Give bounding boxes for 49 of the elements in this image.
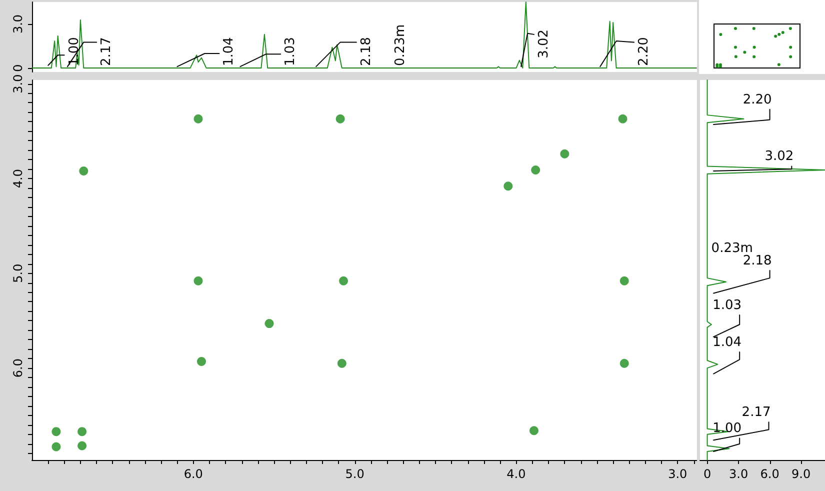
y-tick-label: 6.0 — [11, 358, 25, 378]
annotation: 1.03 — [712, 298, 742, 314]
annotation: 2.18 — [358, 37, 374, 66]
x-tick-label: 5.0 — [345, 467, 364, 481]
x-tick-label: 3.0 — [668, 467, 688, 481]
y-tick-label: 4.0 — [11, 169, 25, 188]
annotation: 1.00 — [66, 37, 82, 66]
point — [264, 319, 274, 328]
annotation: 0.23m — [392, 24, 408, 66]
annotation: 2.18 — [742, 253, 772, 268]
point — [529, 426, 538, 436]
annotation: 1.03 — [283, 37, 298, 66]
annotation: 2.17 — [742, 405, 771, 420]
point — [504, 182, 513, 191]
annotation: 3.02 — [536, 29, 552, 58]
annotation: 2.20 — [636, 37, 652, 66]
point — [78, 427, 87, 436]
point — [620, 358, 629, 368]
point — [194, 114, 203, 124]
y-tick-label: 0 — [11, 64, 25, 72]
x-tick-label: 0 — [703, 467, 712, 481]
x-tick-label: 4.0 — [506, 467, 526, 481]
y-tick-label: 3.0 — [11, 74, 25, 94]
annotation: 2.17 — [99, 37, 114, 66]
x-tick-label: 9.0 — [791, 467, 811, 481]
point — [52, 442, 61, 452]
point — [78, 441, 87, 450]
point — [620, 276, 629, 286]
x-tick-label: 6.0 — [184, 467, 203, 481]
annotation: 1.04 — [222, 37, 237, 66]
annotation: 2.20 — [742, 92, 772, 108]
point — [336, 114, 345, 124]
annotation: 1.04 — [712, 334, 742, 350]
line-series — [32, 2, 697, 69]
y-tick-label: 5.0 — [11, 264, 25, 283]
point — [339, 276, 348, 286]
annotation: 1.00 — [712, 421, 742, 436]
point — [79, 166, 88, 176]
point — [531, 166, 540, 175]
point — [194, 276, 203, 286]
point — [618, 114, 628, 124]
x-tick-label: 6.0 — [760, 467, 780, 481]
x-tick-label: 3.0 — [728, 467, 748, 481]
annotation: 3.02 — [764, 149, 794, 164]
point — [337, 358, 346, 368]
point — [196, 356, 206, 366]
point — [52, 427, 61, 436]
y-tick-label: 3.0 — [11, 14, 25, 34]
point — [560, 149, 570, 158]
